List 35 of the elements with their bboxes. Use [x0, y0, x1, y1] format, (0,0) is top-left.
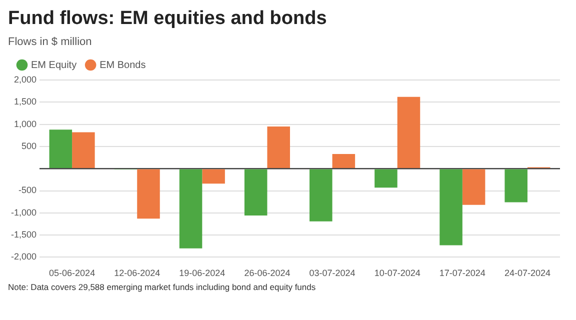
bar — [504, 169, 528, 202]
x-tick-label: 19-06-2024 — [179, 268, 226, 278]
y-tick-label: 1,500 — [14, 96, 37, 107]
bar — [462, 169, 486, 205]
bar — [374, 169, 398, 188]
y-tick-label: -1,000 — [10, 207, 37, 218]
bar — [397, 96, 420, 168]
y-tick-label: 500 — [21, 140, 37, 151]
x-tick-label: 12-06-2024 — [114, 268, 160, 278]
x-tick-label: 26-06-2024 — [244, 268, 290, 278]
bar — [72, 132, 95, 168]
x-tick-label: 24-07-2024 — [504, 268, 550, 278]
bar — [137, 169, 160, 219]
bar — [179, 169, 202, 248]
bar — [440, 169, 462, 246]
chart-subtitle: Flows in $ million — [8, 36, 93, 48]
x-tick-label: 10-07-2024 — [374, 268, 420, 278]
bar — [310, 169, 332, 222]
y-tick-label: 2,000 — [14, 74, 37, 84]
bar — [244, 169, 268, 216]
y-tick-label: -2,000 — [10, 252, 37, 262]
legend-label: EM Bonds — [100, 60, 146, 71]
y-tick-label: -1,500 — [10, 230, 37, 240]
bar — [49, 130, 72, 168]
bar — [332, 154, 356, 168]
bar — [202, 169, 225, 184]
chart-title: Fund flows: EM equities and bonds — [8, 8, 328, 30]
x-tick-label: 05-06-2024 — [49, 268, 96, 278]
x-tick-label: 17-07-2024 — [439, 268, 486, 278]
y-tick-label: -500 — [18, 185, 37, 196]
bar — [267, 126, 290, 168]
x-tick-label: 03-07-2024 — [309, 268, 356, 278]
text: Note: Data covers 29,588 emerging market funds including bond and equity funds — [8, 282, 317, 292]
y-tick-label: 1,000 — [14, 118, 37, 129]
legend-label: EM Equity — [31, 60, 77, 71]
